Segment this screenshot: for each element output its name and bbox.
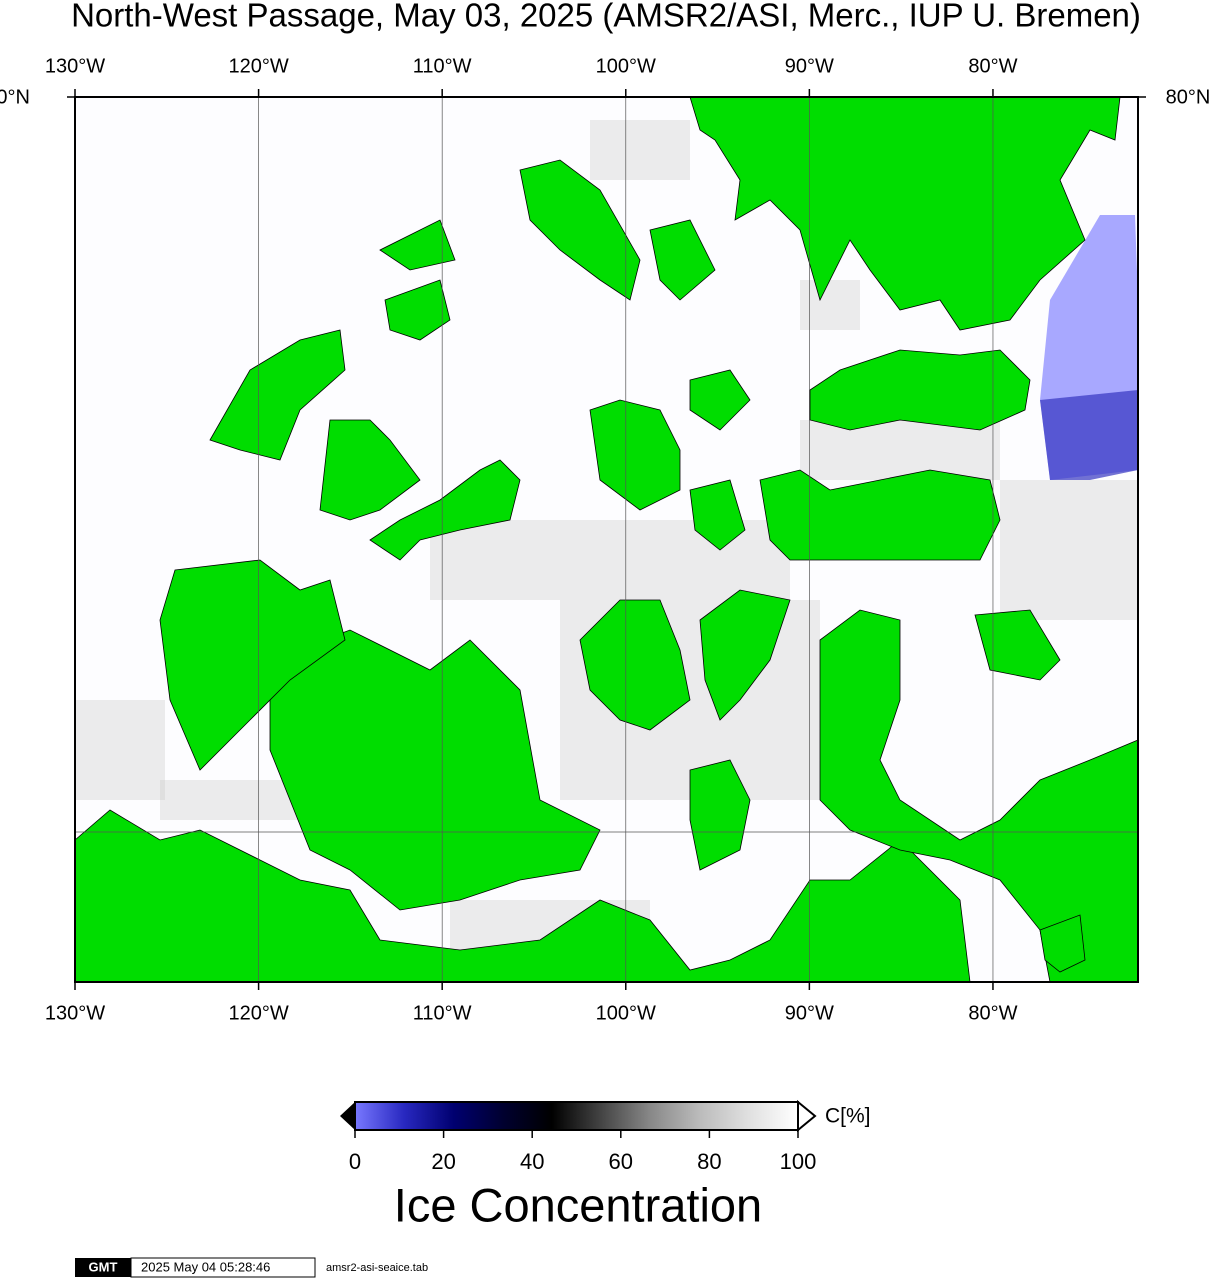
lat-label: 80°N	[0, 86, 30, 108]
lon-label: 110°W	[413, 1002, 472, 1024]
lon-label: 100°W	[596, 55, 656, 77]
lon-label: 130°W	[45, 55, 105, 77]
lon-label: 120°W	[228, 1002, 288, 1024]
colorbar-unit: C[%]	[825, 1105, 871, 1128]
colorbar-under	[340, 1102, 355, 1130]
logo: GMT	[89, 1259, 118, 1274]
lon-label: 130°W	[45, 1002, 105, 1024]
timestamp-box	[130, 1257, 316, 1278]
colorbar-tick-label: 20	[431, 1149, 455, 1174]
lon-label: 100°W	[596, 1002, 656, 1024]
colorbar-tick-label: 80	[697, 1149, 721, 1174]
land	[74, 96, 1139, 983]
colorbar-tick-label: 100	[780, 1149, 817, 1174]
map-title: North-West Passage, May 03, 2025 (AMSR2/…	[71, 0, 1141, 34]
colorbar-title: Ice Concentration	[394, 1178, 762, 1231]
timestamp: 2025 May 04 05:28:46	[141, 1259, 270, 1274]
map-area	[74, 96, 1139, 983]
colorbar-tick-label: 0	[349, 1149, 361, 1174]
colorbar-tick-label: 40	[520, 1149, 544, 1174]
lat-label: 80°N	[1166, 86, 1211, 108]
lon-label: 90°W	[785, 55, 834, 77]
lon-label: 80°W	[968, 55, 1017, 77]
lon-label: 90°W	[785, 1002, 834, 1024]
lon-label: 120°W	[228, 55, 288, 77]
lon-label: 110°W	[413, 55, 472, 77]
logo-box	[75, 1258, 131, 1277]
low-ice-area	[1040, 390, 1138, 480]
colorbar: C[%] Ice Concentration 0 20 40 60 80 100	[340, 1099, 871, 1231]
map-frame	[74, 96, 1139, 983]
colorbar-scale	[354, 1101, 799, 1131]
lon-label: 80°W	[968, 1002, 1017, 1024]
file-name: amsr2-asi-seaice.tab	[326, 1262, 428, 1274]
footer: GMT 2025 May 04 05:28:46 amsr2-asi-seaic…	[75, 1257, 428, 1278]
colorbar-tick-label: 60	[609, 1149, 633, 1174]
colorbar-over	[797, 1099, 817, 1133]
